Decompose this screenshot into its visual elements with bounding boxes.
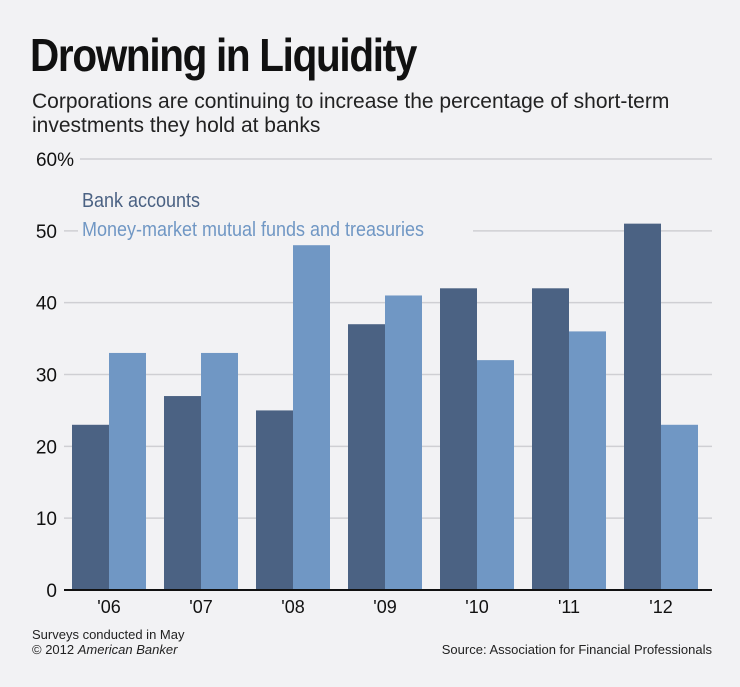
survey-note: Surveys conducted in May: [32, 627, 185, 642]
y-tick-label: 30: [36, 366, 57, 387]
x-tick-label: '07: [189, 597, 212, 617]
chart-subtitle: Corporations are continuing to increase …: [32, 90, 670, 137]
y-tick-label: 60%: [36, 150, 74, 171]
bar-bank: [348, 324, 385, 590]
x-tick-label: '11: [558, 597, 580, 617]
source-note: Source: Association for Financial Profes…: [441, 642, 712, 657]
bar-bank: [624, 223, 661, 590]
bar-bank: [440, 288, 477, 590]
y-tick-label: 10: [36, 509, 57, 530]
x-tick-label: '06: [97, 597, 120, 617]
bar-money-market: [109, 352, 146, 590]
legend-entry: Bank accounts: [82, 190, 200, 212]
y-tick-label: 40: [36, 294, 57, 315]
bar-money-market: [385, 295, 422, 590]
x-tick-label: '08: [281, 597, 304, 617]
y-tick-label: 20: [36, 437, 57, 458]
bar-bank: [256, 410, 293, 590]
legend-background: [78, 218, 473, 243]
bar-money-market: [293, 245, 330, 590]
bar-money-market: [661, 424, 698, 590]
bar-bank: [532, 288, 569, 590]
copyright-prefix: © 2012: [32, 642, 78, 657]
legend-entry: Money-market mutual funds and treasuries: [82, 219, 424, 241]
x-tick-label: '09: [373, 597, 396, 617]
copyright-note: © 2012 American Banker: [32, 642, 177, 657]
x-tick-label: '10: [465, 597, 488, 617]
brand-name: American Banker: [77, 642, 178, 657]
y-tick-label: 50: [36, 222, 57, 243]
y-tick-label: 0: [46, 581, 57, 602]
x-tick-label: '12: [649, 597, 672, 617]
bar-money-market: [477, 360, 514, 590]
chart-title: Drowning in Liquidity: [30, 29, 417, 81]
bar-money-market: [569, 331, 606, 590]
bar-money-market: [201, 352, 238, 590]
bar-bank: [164, 396, 201, 590]
bar-bank: [72, 424, 109, 590]
